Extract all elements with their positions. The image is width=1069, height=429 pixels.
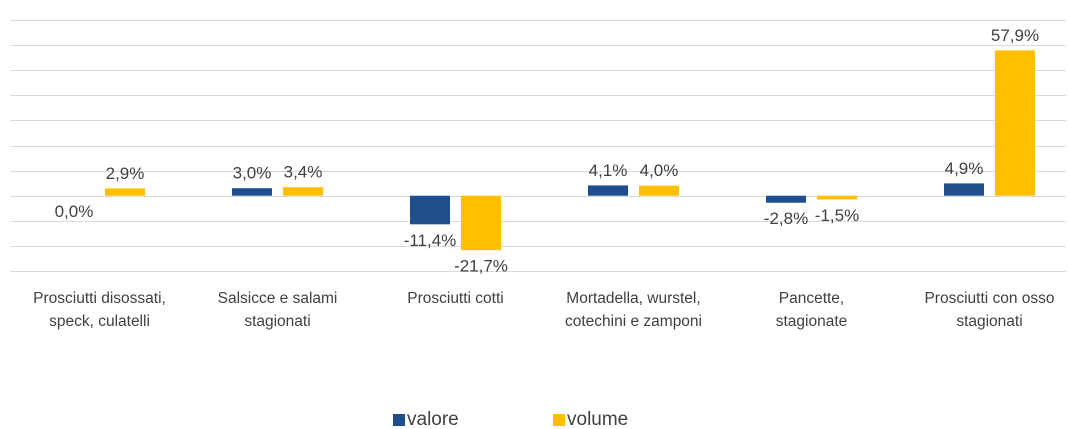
bar bbox=[232, 188, 272, 196]
data-label: 3,4% bbox=[284, 163, 323, 182]
bar bbox=[639, 185, 679, 196]
bar bbox=[944, 183, 984, 196]
data-label: 4,0% bbox=[640, 161, 679, 180]
x-tick-label: Prosciutti disossati, speck, culatelli bbox=[33, 290, 166, 330]
x-tick-label: Pancette, stagionate bbox=[775, 290, 848, 330]
x-tick-label: Prosciutti cotti bbox=[407, 290, 504, 307]
data-label: -21,7% bbox=[454, 257, 508, 276]
data-label: -11,4% bbox=[404, 231, 457, 250]
bar bbox=[410, 195, 450, 225]
data-label: 3,0% bbox=[233, 164, 272, 183]
x-tick-label: Mortadella, wurstel, cotechini e zamponi bbox=[565, 290, 702, 330]
data-label: 2,9% bbox=[106, 164, 145, 183]
bar bbox=[105, 188, 145, 196]
bar bbox=[995, 50, 1035, 196]
legend-label: valore bbox=[407, 409, 459, 429]
data-label: -1,5% bbox=[815, 206, 859, 225]
legend-swatch bbox=[553, 414, 565, 426]
bar bbox=[766, 195, 806, 203]
data-label: 0,0% bbox=[55, 202, 94, 221]
data-label: 4,1% bbox=[589, 161, 628, 180]
legend-swatch bbox=[393, 414, 405, 426]
legend-label: volume bbox=[567, 409, 628, 429]
data-label: 4,9% bbox=[945, 159, 984, 178]
x-tick-label: Salsicce e salami stagionati bbox=[217, 290, 338, 330]
bar bbox=[283, 187, 323, 196]
x-tick-label: Prosciutti con osso stagionati bbox=[924, 290, 1055, 330]
bar bbox=[817, 195, 857, 200]
bar bbox=[461, 195, 501, 251]
data-label: -2,8% bbox=[764, 209, 808, 228]
data-label: 57,9% bbox=[991, 26, 1039, 45]
bar bbox=[588, 185, 628, 196]
